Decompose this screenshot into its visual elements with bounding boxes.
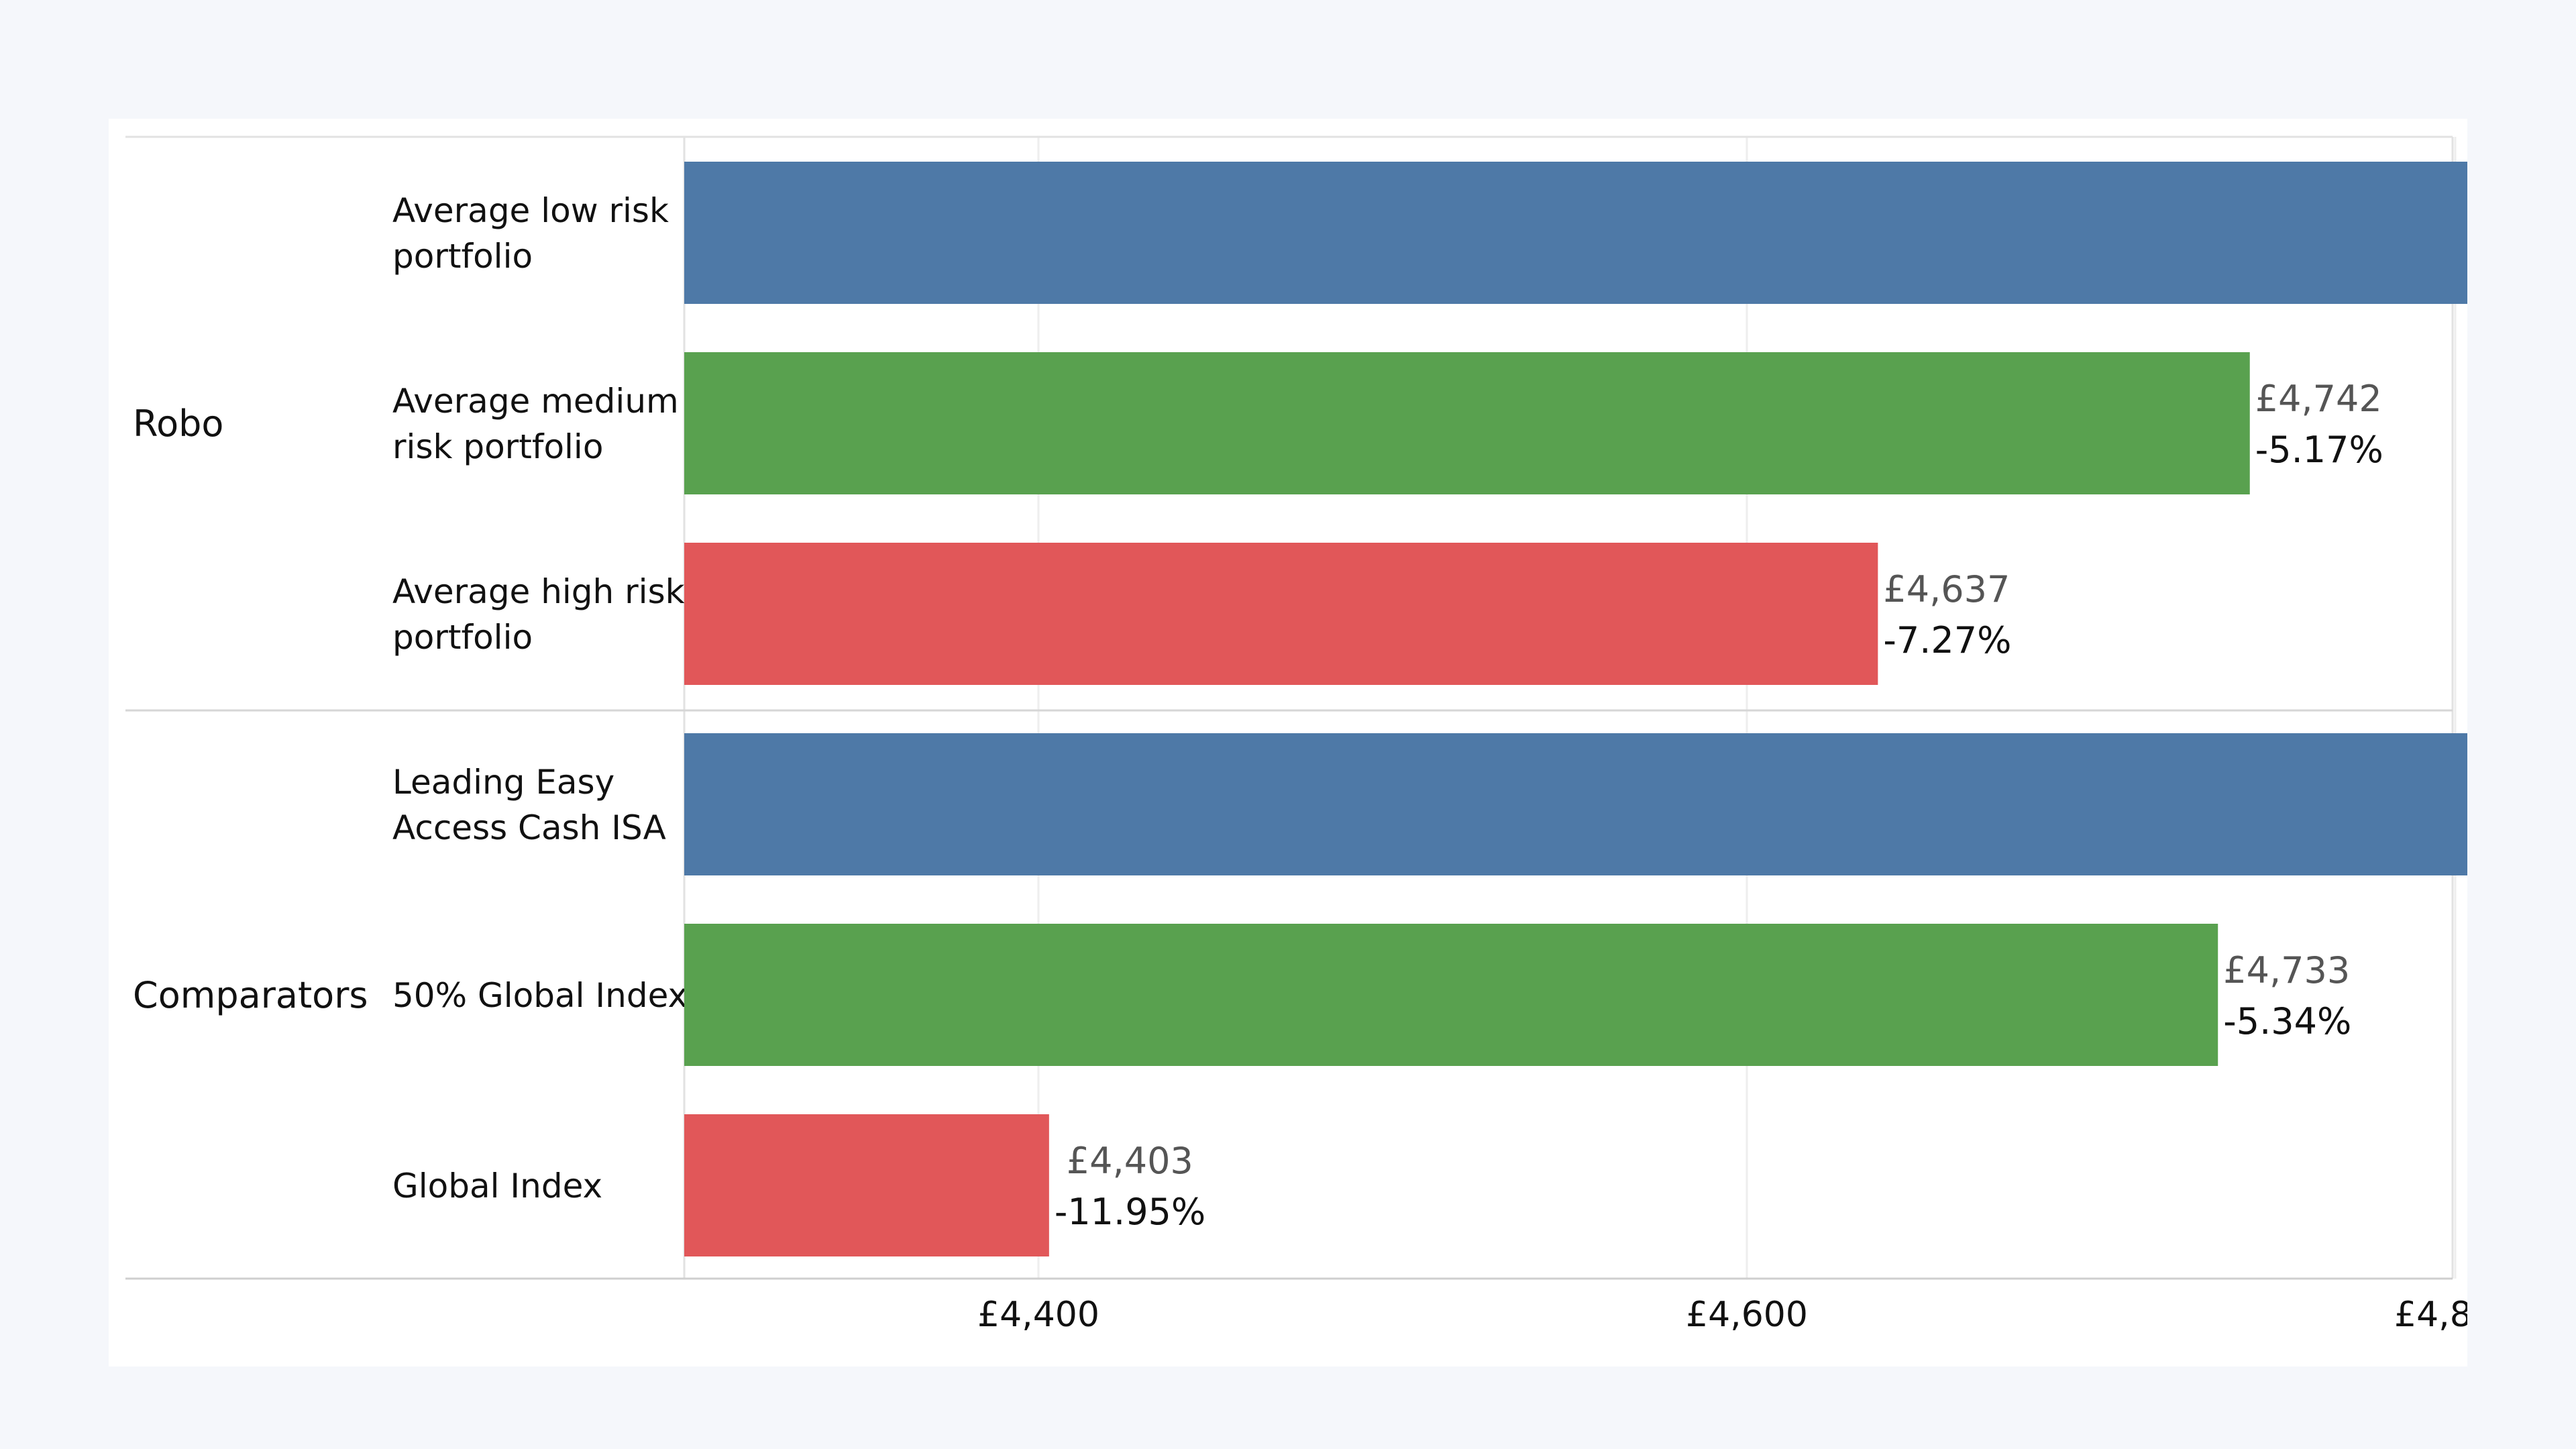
bar bbox=[684, 1114, 1049, 1256]
bar bbox=[684, 733, 2467, 875]
bar-value-label: £4,742 bbox=[2255, 378, 2382, 420]
bar-change-label: -5.34% bbox=[2223, 1000, 2351, 1042]
bar-change-label: -11.95% bbox=[1055, 1191, 1205, 1233]
bar-change-label: -7.27% bbox=[1883, 619, 2011, 661]
category-label: Leading Easy bbox=[392, 763, 614, 802]
category-label: Access Cash ISA bbox=[392, 808, 666, 847]
bar bbox=[684, 352, 2250, 494]
bar-change-label: -5.17% bbox=[2255, 429, 2383, 471]
category-label: risk portfolio bbox=[392, 427, 603, 466]
category-label: 50% Global Index bbox=[392, 976, 688, 1015]
bar bbox=[684, 162, 2467, 304]
bar bbox=[684, 924, 2218, 1066]
x-tick-label: £4,600 bbox=[1686, 1295, 1808, 1335]
category-label: Average medium bbox=[392, 382, 679, 421]
category-label: portfolio bbox=[392, 618, 533, 657]
category-label: Average high risk bbox=[392, 572, 685, 611]
bar-value-label: £4,403 bbox=[1067, 1140, 1193, 1182]
category-label: portfolio bbox=[392, 237, 533, 276]
x-tick-label: £4,800 bbox=[2394, 1295, 2467, 1335]
group-label: Robo bbox=[133, 402, 223, 445]
category-label: Global Index bbox=[392, 1167, 602, 1205]
x-tick-label: £4,400 bbox=[977, 1295, 1099, 1335]
bar-value-label: £4,733 bbox=[2223, 949, 2350, 991]
bar-value-label: £4,637 bbox=[1883, 568, 2010, 610]
group-label: Comparators bbox=[133, 974, 368, 1016]
category-label: Average low risk bbox=[392, 191, 669, 230]
bar bbox=[684, 543, 1878, 685]
